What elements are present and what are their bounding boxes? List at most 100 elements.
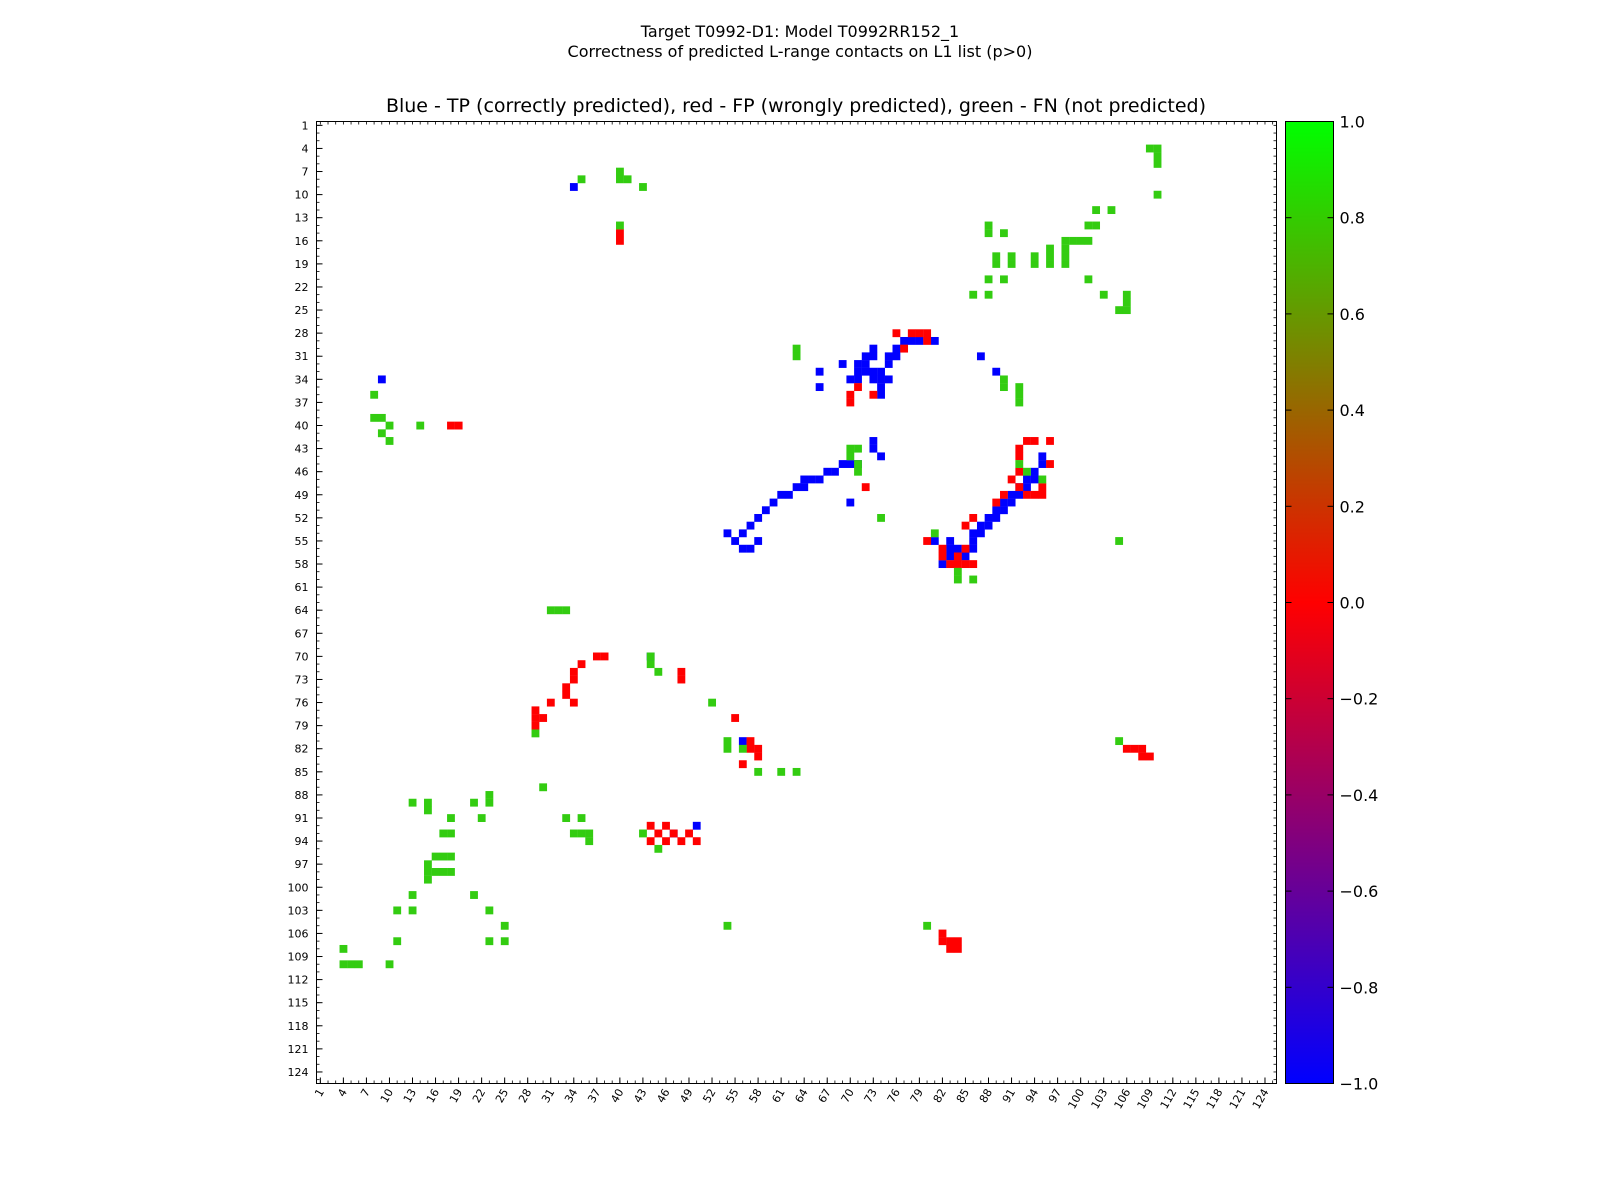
cell-tp	[953, 544, 962, 553]
cell-tp	[984, 514, 993, 522]
cell-fp	[1145, 752, 1154, 761]
y-tick-label: 49	[295, 489, 309, 502]
y-tick-label: 22	[295, 281, 309, 294]
cell-fp	[454, 421, 463, 430]
cell-fp	[861, 483, 870, 492]
cell-tp	[1015, 490, 1024, 499]
cell-tp	[854, 375, 862, 384]
cell-fn	[577, 175, 586, 184]
x-tick-label: 22	[470, 1087, 488, 1106]
cell-fn	[616, 167, 624, 176]
x-tick-label: 16	[424, 1087, 442, 1106]
cell-fp	[738, 760, 747, 769]
y-tick-label: 46	[295, 466, 309, 479]
x-tick-label: 40	[608, 1087, 626, 1106]
cell-tp	[915, 336, 924, 345]
cell-fp	[1015, 452, 1024, 461]
y-tick-label: 73	[295, 673, 309, 686]
cell-tp	[838, 460, 847, 468]
cell-fn	[416, 421, 425, 430]
cell-fn	[539, 783, 548, 792]
cell-fn	[1046, 252, 1054, 261]
cell-fn	[1061, 260, 1070, 268]
cell-fp	[938, 929, 947, 938]
y-tick-label: 37	[295, 396, 309, 409]
cell-tp	[377, 375, 386, 384]
cell-fn	[1092, 206, 1101, 215]
y-tick-label: 25	[295, 304, 309, 317]
y-tick-label: 19	[295, 258, 309, 271]
cell-fn	[562, 814, 571, 822]
cell-fn	[424, 875, 432, 884]
colorbar-tick-label: −0.8	[1340, 978, 1379, 997]
cell-fn	[777, 767, 786, 776]
cell-tp	[869, 352, 878, 361]
cell-fn	[930, 529, 939, 538]
y-tick-label: 91	[295, 812, 309, 825]
cell-tp	[946, 552, 955, 561]
cell-tp	[1000, 506, 1008, 515]
colorbar-tick-label: −0.6	[1340, 882, 1379, 901]
cell-fp	[869, 390, 878, 399]
cell-tp	[846, 460, 855, 468]
cell-fp	[447, 421, 455, 430]
x-tick-label: 55	[723, 1087, 741, 1106]
cell-fp	[1038, 490, 1047, 499]
cell-fn	[1030, 260, 1039, 268]
cell-fn	[439, 852, 448, 861]
cell-fn	[654, 844, 663, 853]
cell-fp	[961, 544, 970, 553]
cell-fp	[938, 552, 947, 561]
colorbar-tick-label: 0.0	[1340, 594, 1365, 613]
y-tick-label: 40	[295, 419, 309, 432]
x-tick-label: 58	[746, 1087, 764, 1106]
cell-fp	[946, 937, 955, 946]
cell-fn	[1122, 290, 1131, 299]
cell-fp	[531, 714, 540, 722]
cell-fn	[1099, 290, 1108, 299]
cell-tp	[961, 552, 970, 561]
cell-tp	[877, 367, 885, 376]
y-tick-label: 16	[295, 235, 309, 248]
cell-fp	[677, 667, 686, 676]
cell-fn	[1153, 152, 1162, 161]
cell-fn	[546, 606, 555, 615]
cell-fn	[569, 829, 578, 838]
y-tick-label: 106	[288, 927, 309, 940]
cell-tp	[946, 544, 955, 553]
cell-fp	[923, 537, 932, 545]
cell-tp	[984, 521, 993, 530]
cell-tp	[1030, 467, 1039, 476]
cell-fn	[1046, 244, 1054, 253]
cell-tp	[769, 498, 778, 507]
x-tick-label: 97	[1046, 1087, 1064, 1106]
cell-fn	[969, 575, 978, 584]
cell-fn	[1000, 375, 1008, 384]
cell-fn	[984, 229, 993, 238]
x-tick-label: 34	[562, 1087, 580, 1106]
cell-tp	[884, 375, 893, 384]
cell-fn	[347, 960, 356, 969]
cell-fn	[646, 660, 655, 669]
cell-tp	[869, 344, 878, 353]
cell-fp	[746, 744, 755, 753]
colorbar-tick-label: 1.0	[1340, 113, 1365, 132]
cell-fn	[1069, 236, 1077, 245]
cell-fn	[792, 352, 801, 361]
x-tick-label: 1	[312, 1087, 327, 1100]
heatmap-cells	[339, 144, 1162, 969]
cell-fn	[531, 729, 540, 738]
cell-fp	[1138, 744, 1147, 753]
x-tick-label: 13	[401, 1087, 419, 1106]
colorbar: 1.0 0.8 0.6 0.4 0.2 0.0 −0.2 −0.4 −0.6 −0.8 −1.0	[1285, 113, 1379, 1094]
x-tick-label: 79	[908, 1087, 926, 1106]
cell-fn	[424, 860, 432, 869]
x-tick-label: 112	[1158, 1087, 1180, 1112]
cell-fn	[953, 575, 962, 584]
cell-fn	[1084, 275, 1093, 284]
cell-fn	[424, 806, 432, 815]
cell-tp	[1007, 490, 1016, 499]
cell-tp	[777, 490, 786, 499]
cell-fp	[616, 236, 624, 245]
cell-fn	[992, 252, 1001, 261]
